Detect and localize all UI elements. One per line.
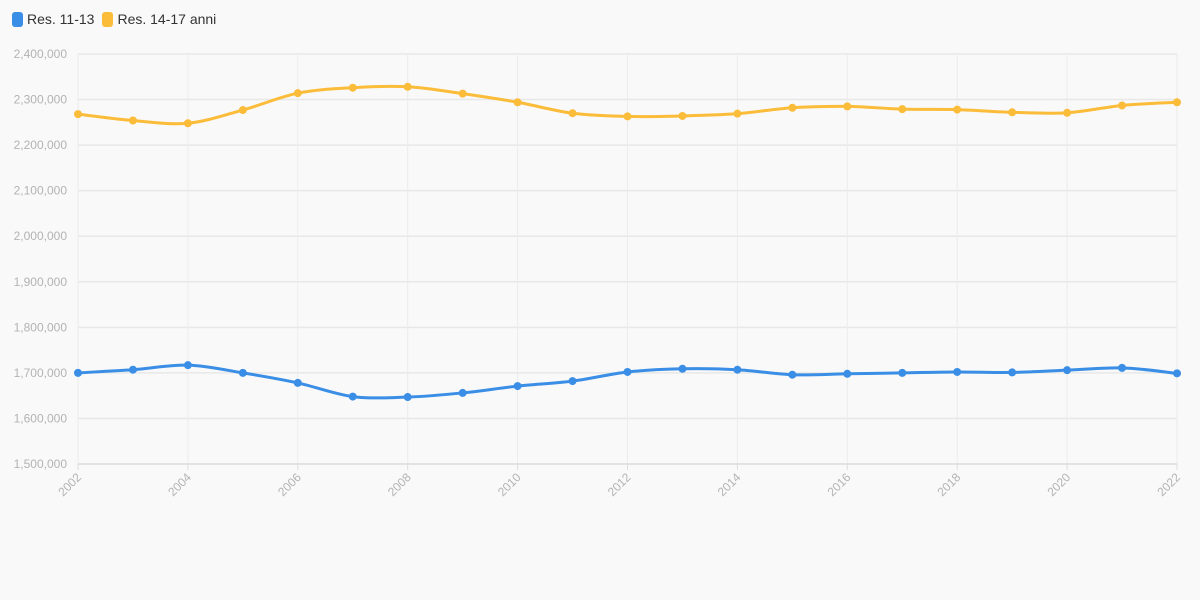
y-tick-label: 2,100,000 — [14, 184, 68, 198]
data-point-res-14-17-anni[interactable] — [238, 106, 247, 115]
data-point-res-11-13[interactable] — [733, 365, 742, 374]
legend-swatch-res-11-13 — [12, 11, 23, 27]
data-point-res-11-13[interactable] — [788, 370, 797, 379]
data-point-res-14-17-anni[interactable] — [128, 116, 137, 125]
data-point-res-14-17-anni[interactable] — [513, 98, 522, 107]
data-point-res-11-13[interactable] — [238, 368, 247, 377]
data-point-res-14-17-anni[interactable] — [458, 89, 467, 98]
data-point-res-14-17-anni[interactable] — [953, 105, 962, 114]
legend-label-res-11-13: Res. 11-13 — [27, 11, 95, 27]
data-point-res-11-13[interactable] — [403, 393, 412, 402]
y-tick-label: 1,800,000 — [14, 320, 68, 334]
x-tick-label: 2006 — [275, 470, 304, 499]
data-point-res-14-17-anni[interactable] — [293, 89, 302, 98]
data-point-res-14-17-anni[interactable] — [788, 103, 797, 112]
data-point-res-11-13[interactable] — [1118, 363, 1127, 372]
x-tick-label: 2022 — [1154, 470, 1183, 499]
y-tick-label: 1,500,000 — [14, 457, 68, 471]
legend-item-res-11-13[interactable]: Res. 11-13 — [12, 11, 94, 27]
y-tick-label: 1,900,000 — [14, 275, 68, 289]
data-point-res-11-13[interactable] — [568, 377, 577, 386]
x-tick-label: 2002 — [55, 470, 84, 499]
data-point-res-11-13[interactable] — [183, 361, 192, 370]
y-tick-label: 2,400,000 — [14, 47, 68, 61]
data-point-res-14-17-anni[interactable] — [733, 109, 742, 118]
data-point-res-11-13[interactable] — [348, 392, 357, 401]
data-point-res-14-17-anni[interactable] — [568, 109, 577, 118]
data-point-res-14-17-anni[interactable] — [348, 83, 357, 92]
y-tick-label: 2,000,000 — [14, 229, 68, 243]
x-tick-label: 2004 — [165, 470, 194, 499]
legend-swatch-res-14-17 — [102, 11, 114, 27]
data-point-res-14-17-anni[interactable] — [74, 110, 82, 119]
y-tick-label: 2,200,000 — [14, 138, 68, 152]
data-point-res-14-17-anni[interactable] — [623, 112, 632, 121]
data-point-res-11-13[interactable] — [74, 368, 82, 377]
legend-item-res-14-17[interactable]: Res. 14-17 anni — [102, 11, 216, 27]
series-points — [74, 82, 1181, 402]
data-point-res-11-13[interactable] — [678, 364, 687, 373]
x-tick-label: 2020 — [1044, 470, 1073, 499]
x-tick-label: 2008 — [385, 470, 414, 499]
data-point-res-11-13[interactable] — [898, 368, 907, 377]
data-point-res-14-17-anni[interactable] — [898, 105, 907, 114]
data-point-res-11-13[interactable] — [623, 367, 632, 376]
data-point-res-11-13[interactable] — [953, 367, 962, 376]
data-point-res-11-13[interactable] — [128, 365, 137, 374]
data-point-res-11-13[interactable] — [1063, 366, 1072, 375]
data-point-res-14-17-anni[interactable] — [183, 119, 192, 128]
data-point-res-11-13[interactable] — [513, 382, 522, 391]
data-point-res-11-13[interactable] — [458, 388, 467, 397]
x-axis-ticks: 2002 2004 2006 2008 2010 2012 2014 2016 2018 2020… — [55, 464, 1183, 499]
grid-lines — [77, 53, 1178, 465]
data-point-res-14-17-anni[interactable] — [843, 102, 852, 111]
x-tick-label: 2012 — [605, 470, 634, 499]
data-point-res-14-17-anni[interactable] — [678, 111, 687, 120]
data-point-res-11-13[interactable] — [1173, 369, 1181, 378]
x-tick-label: 2014 — [715, 470, 744, 499]
data-point-res-14-17-anni[interactable] — [403, 82, 412, 91]
x-tick-label: 2010 — [495, 470, 524, 499]
chart-legend: Res. 11-13 Res. 14-17 anni — [12, 11, 218, 27]
data-point-res-14-17-anni[interactable] — [1063, 108, 1072, 117]
y-tick-label: 1,700,000 — [14, 366, 68, 380]
data-point-res-11-13[interactable] — [1008, 368, 1017, 377]
legend-label-res-14-17: Res. 14-17 anni — [117, 11, 217, 27]
x-tick-label: 2016 — [825, 470, 854, 499]
y-tick-label: 2,300,000 — [14, 93, 68, 107]
data-point-res-14-17-anni[interactable] — [1173, 98, 1181, 107]
data-point-res-14-17-anni[interactable] — [1118, 101, 1127, 110]
y-axis-ticks: 1,500,000 1,600,000 1,700,000 1,800,000 1,90… — [14, 47, 68, 471]
data-point-res-14-17-anni[interactable] — [1008, 108, 1017, 117]
data-point-res-11-13[interactable] — [293, 378, 302, 387]
y-tick-label: 1,600,000 — [14, 411, 68, 425]
x-tick-label: 2018 — [935, 470, 964, 499]
data-point-res-11-13[interactable] — [843, 369, 852, 378]
